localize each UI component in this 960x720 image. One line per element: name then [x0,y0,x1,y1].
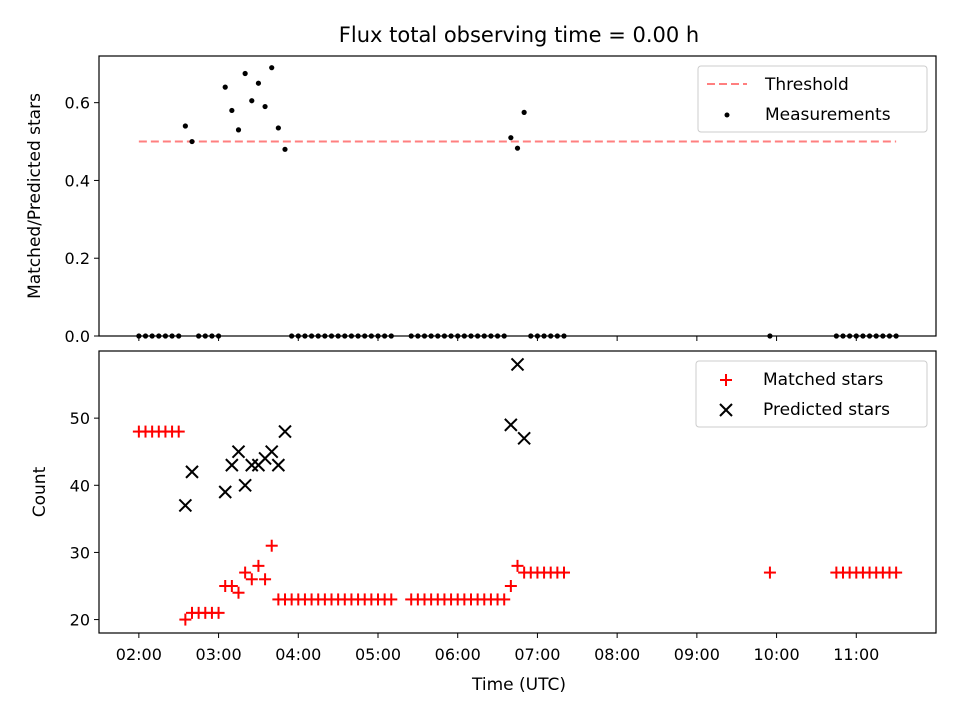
measurement-point [508,135,514,141]
measurement-point [242,70,248,77]
predicted-star-marker [278,424,292,439]
matched-star-marker [252,559,265,572]
predicted-star-marker [271,458,286,472]
matched-star-marker [558,566,570,579]
x-axis-label: Time (UTC) [471,675,566,695]
measurement-point [249,98,255,104]
predicted-star-marker [265,445,279,459]
top-y-axis-label: Matched/Predicted stars [25,93,45,299]
matched-star-marker [212,606,225,619]
measurement-point [262,103,268,110]
matched-star-marker [504,580,517,592]
matched-star-marker [172,425,185,438]
matched-star-marker [265,539,278,552]
legend-measurements-label: Measurements [765,105,891,125]
x-tick-label: 02:00 [116,645,162,664]
predicted-star-marker [178,498,193,513]
predicted-star-marker [218,485,232,499]
x-tick-label: 04:00 [275,645,321,664]
matched-star-marker [245,573,258,586]
predicted-star-marker [231,445,246,459]
legend-matched-swatch [720,374,732,386]
matched-star-marker [385,593,398,606]
legend-threshold-label: Threshold [764,75,849,95]
top-legend: Threshold Measurements [697,65,928,133]
measurement-point [269,65,275,71]
predicted-star-marker [504,418,518,432]
measurement-point [514,145,521,151]
top-legend-frame [697,65,928,133]
chart-title: Flux total observing time = 0.00 h [339,23,699,47]
measurement-point [229,107,235,114]
matched-star-marker [239,566,252,579]
matched-star-marker [890,566,903,579]
top-y-ticks: 0.0 0.2 0.4 0.6 [65,94,99,346]
predicted-star-marker [225,458,239,472]
x-tick-label: 06:00 [435,645,481,664]
predicted-star-marker [517,431,531,445]
x-tick-label: 08:00 [594,645,640,664]
predicted-star-marker [238,478,252,492]
measurement-point [189,138,195,145]
bottom-legend: Matched stars Predicted stars [695,360,928,428]
measurement-point [282,146,288,152]
bottom-y-tick-label: 30 [70,543,90,562]
measurement-point [182,123,188,129]
legend-measurements-swatch [724,112,730,118]
measurement-point [275,125,281,131]
legend-matched-label: Matched stars [763,370,883,390]
top-x-ticks [138,336,857,341]
matched-star-marker [498,593,511,606]
bottom-y-tick-label: 20 [70,611,90,630]
matched-star-marker [511,559,524,572]
top-y-tick-label: 0.4 [65,171,90,190]
predicted-star-marker [510,357,525,372]
x-tick-label: 03:00 [196,645,242,664]
top-y-tick-label: 0.2 [65,249,90,268]
legend-predicted-label: Predicted stars [763,400,890,420]
bottom-x-ticks: 02:00 03:00 04:00 05:00 06:00 07:00 08:00 09:00… [116,633,879,664]
x-tick-label: 07:00 [514,645,560,664]
bottom-y-tick-label: 50 [70,409,90,428]
matched-star-marker [763,566,776,579]
legend-predicted-swatch [719,403,733,417]
bottom-axes-frame [98,350,937,634]
bottom-y-ticks: 20 30 40 50 [70,409,99,630]
matched-star-marker [179,613,192,626]
x-tick-label: 05:00 [355,645,401,664]
bottom-legend-frame [695,360,928,428]
bottom-y-axis-label: Count [30,466,50,517]
matched-star-marker [232,586,245,599]
predicted-star-marker [185,465,199,479]
top-axes-frame [98,55,937,337]
measurement-point [222,84,228,90]
bottom-y-tick-label: 40 [70,476,90,495]
top-y-tick-label: 0.6 [65,94,90,113]
x-tick-label: 11:00 [833,645,879,664]
top-y-tick-label: 0.0 [65,327,90,346]
matched-star-marker [259,573,272,586]
bottom-plot-marks [132,357,903,626]
x-tick-label: 09:00 [674,645,720,664]
x-tick-label: 10:00 [754,645,800,664]
measurement-point [235,127,242,133]
measurement-point [521,109,527,115]
measurement-point [255,80,262,86]
top-panel: 0.0 0.2 0.4 0.6 Matched/Predicted stars Thr… [25,55,937,346]
matched-star-marker [225,580,238,592]
